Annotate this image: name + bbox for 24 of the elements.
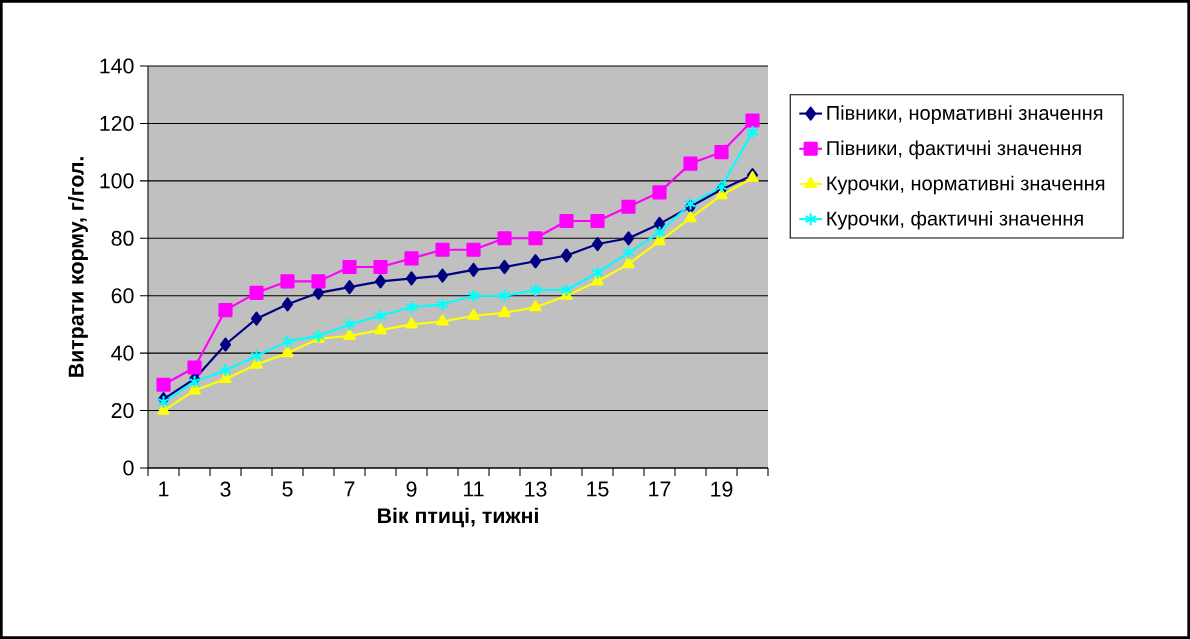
legend-label: Півники, нормативні значення (827, 105, 1103, 124)
legend-label: Курочки, фактичні значення (827, 210, 1083, 230)
x-tick-label: 11 (464, 481, 484, 497)
y-tick-label: 100 (100, 173, 134, 189)
y-axis-title: Витрати корму, г/гол. (68, 157, 88, 377)
y-tick-label: 0 (123, 460, 134, 476)
y-tick-label: 60 (111, 288, 134, 304)
x-tick-label: 1 (159, 481, 169, 497)
y-tick-label: 140 (100, 58, 134, 74)
x-tick-label: 15 (587, 481, 609, 497)
legend-label: Півники, фактичні значення (827, 140, 1081, 160)
y-tick-label: 40 (111, 345, 134, 361)
y-tick-label: 20 (111, 403, 134, 419)
x-tick-label: 5 (282, 481, 293, 497)
x-tick-label: 13 (525, 481, 547, 497)
x-tick-label: 19 (711, 481, 733, 497)
y-tick-label: 80 (111, 230, 134, 246)
x-tick-label: 17 (649, 481, 671, 497)
legend-label: Курочки, нормативні значення (827, 175, 1105, 195)
x-tick-label: 9 (406, 481, 417, 497)
x-tick-label: 3 (220, 481, 231, 497)
y-tick-label: 120 (100, 115, 134, 131)
x-tick-label: 7 (344, 481, 355, 497)
x-axis-title: Вік птиці, тижні (378, 507, 538, 528)
